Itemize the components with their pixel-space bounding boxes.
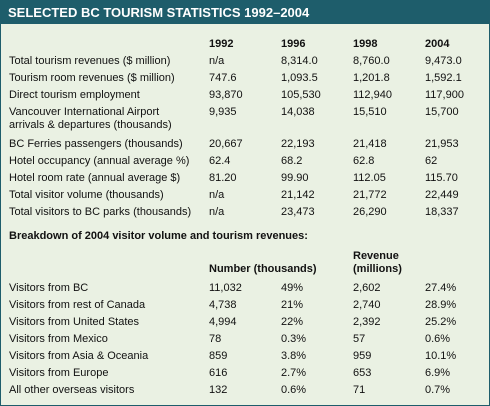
cell: 28.9% <box>425 299 457 311</box>
cell: 2,740 <box>353 299 381 311</box>
cell: 8,314.0 <box>281 55 318 67</box>
cell: 2,602 <box>353 282 381 294</box>
header-title: SELECTED BC TOURISM STATISTICS 1992–2004 <box>1 1 489 24</box>
column-group-header: Revenue (millions) <box>353 250 402 275</box>
cell: 3.8% <box>281 350 307 362</box>
column-header: 2004 <box>425 38 450 50</box>
cell: 9,473.0 <box>425 55 462 67</box>
cell: 115.70 <box>425 172 458 184</box>
cell: 859 <box>209 350 228 362</box>
cell: 4,738 <box>209 299 237 311</box>
section-title: Breakdown of 2004 visitor volume and tou… <box>9 230 308 242</box>
cell: 22,449 <box>425 189 459 201</box>
row-label: Vancouver International Airport arrivals… <box>9 106 172 131</box>
cell: 15,700 <box>425 106 459 118</box>
column-header: 1996 <box>281 38 306 50</box>
cell: 15,510 <box>353 106 387 118</box>
row-label: Hotel occupancy (annual average %) <box>9 155 190 167</box>
column-header: 1992 <box>209 38 234 50</box>
row-label: Tourism room revenues ($ million) <box>9 72 175 84</box>
cell: 20,667 <box>209 138 243 150</box>
cell: 49% <box>281 282 304 294</box>
cell: 78 <box>209 333 222 345</box>
cell: 2,392 <box>353 316 381 328</box>
row-label: Direct tourism employment <box>9 89 140 101</box>
cell: 9,935 <box>209 106 237 118</box>
cell: 71 <box>353 384 366 396</box>
row-label: Visitors from Asia & Oceania <box>9 350 149 362</box>
cell: 18,337 <box>425 206 459 218</box>
cell: n/a <box>209 55 225 67</box>
cell: 132 <box>209 384 228 396</box>
row-label: All other overseas visitors <box>9 384 135 396</box>
cell: 21,953 <box>425 138 459 150</box>
cell: 653 <box>353 367 372 379</box>
cell: n/a <box>209 206 225 218</box>
cell: 27.4% <box>425 282 457 294</box>
row-label: Visitors from BC <box>9 282 89 294</box>
row-label: Visitors from United States <box>9 316 140 328</box>
row-label: Visitors from Europe <box>9 367 109 379</box>
cell: 21% <box>281 299 304 311</box>
cell: 0.3% <box>281 333 307 345</box>
cell: 81.20 <box>209 172 237 184</box>
cell: 57 <box>353 333 366 345</box>
cell: 93,870 <box>209 89 243 101</box>
cell: 62.4 <box>209 155 231 167</box>
column-group-header: Number (thousands) <box>209 263 317 275</box>
row-label: Total visitors to BC parks (thousands) <box>9 206 192 218</box>
row-label: Visitors from rest of Canada <box>9 299 146 311</box>
cell: 0.6% <box>281 384 307 396</box>
cell: 22% <box>281 316 304 328</box>
cell: 21,418 <box>353 138 387 150</box>
cell: 1,592.1 <box>425 72 462 84</box>
cell: 14,038 <box>281 106 315 118</box>
cell: 1,093.5 <box>281 72 318 84</box>
cell: 2.7% <box>281 367 307 379</box>
cell: 25.2% <box>425 316 457 328</box>
cell: 21,142 <box>281 189 315 201</box>
cell: 11,032 <box>209 282 242 294</box>
cell: 8,760.0 <box>353 55 390 67</box>
row-label: Hotel room rate (annual average $) <box>9 172 181 184</box>
row-label: BC Ferries passengers (thousands) <box>9 138 183 150</box>
cell: 112,940 <box>353 89 392 101</box>
cell: 117,900 <box>425 89 464 101</box>
cell: 22,193 <box>281 138 315 150</box>
cell: 105,530 <box>281 89 321 101</box>
cell: 62 <box>425 155 438 167</box>
row-label: Total visitor volume (thousands) <box>9 189 164 201</box>
cell: 62.8 <box>353 155 375 167</box>
cell: 112.05 <box>353 172 386 184</box>
cell: 616 <box>209 367 228 379</box>
row-label: Visitors from Mexico <box>9 333 108 345</box>
cell: 747.6 <box>209 72 237 84</box>
cell: 4,994 <box>209 316 237 328</box>
cell: 99.90 <box>281 172 309 184</box>
cell: 21,772 <box>353 189 387 201</box>
cell: 959 <box>353 350 372 362</box>
cell: 6.9% <box>425 367 451 379</box>
cell: 0.7% <box>425 384 451 396</box>
row-label: Total tourism revenues ($ million) <box>9 55 171 67</box>
cell: 68.2 <box>281 155 303 167</box>
cell: 10.1% <box>425 350 457 362</box>
cell: n/a <box>209 189 225 201</box>
cell: 26,290 <box>353 206 387 218</box>
cell: 0.6% <box>425 333 451 345</box>
column-header: 1998 <box>353 38 378 50</box>
cell: 1,201.8 <box>353 72 390 84</box>
cell: 23,473 <box>281 206 315 218</box>
